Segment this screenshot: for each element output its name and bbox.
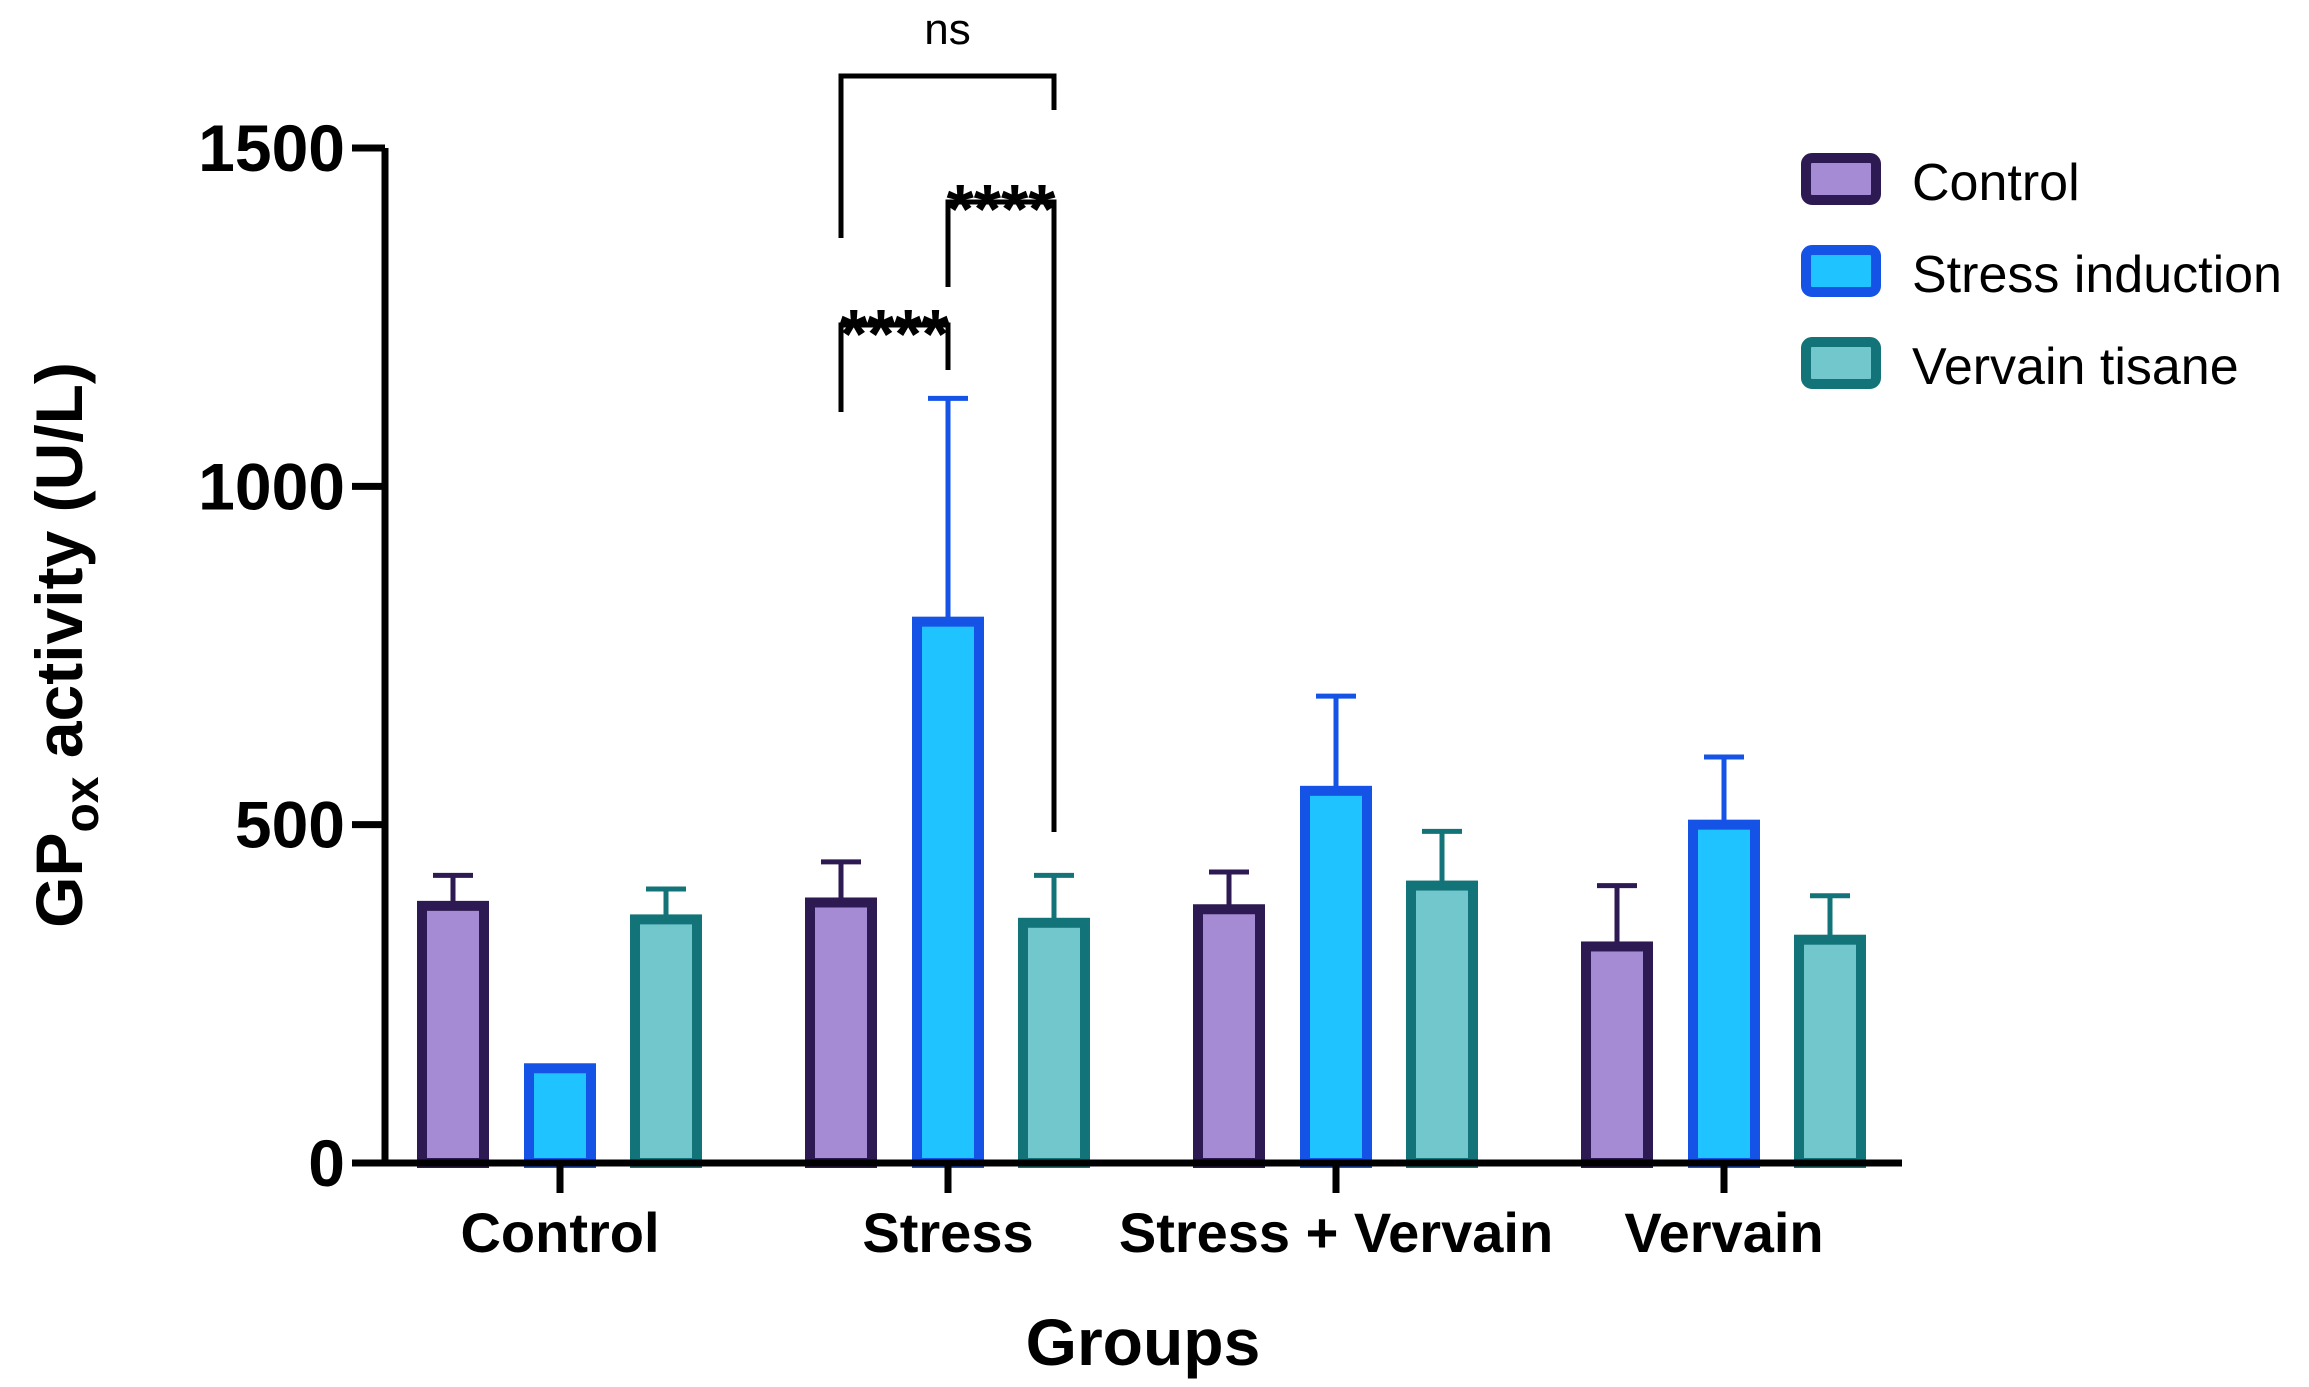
significance-layer: **** **** ns: [838, 5, 1057, 832]
legend-label-stress-induction: Stress induction: [1912, 246, 2282, 304]
bars-layer: [417, 616, 1866, 1169]
significance-label-1: ****: [840, 295, 950, 373]
y-tick-label-0: 0: [308, 1126, 345, 1200]
significance-label-3: ns: [924, 5, 970, 54]
x-axis-title: Groups: [1026, 1305, 1261, 1379]
y-ticks: 0 500 1000 1500: [198, 111, 385, 1200]
bar-control-stress-vervain: [1193, 904, 1265, 1168]
bar-control-stress: [805, 897, 877, 1168]
error-bars-layer: [433, 395, 1850, 947]
bar-vervain-tisane-vervain: [1794, 934, 1866, 1169]
bar-vervain-tisane-stress: [1018, 917, 1090, 1168]
y-tick-label-1000: 1000: [198, 449, 345, 523]
legend-label-vervain-tisane: Vervain tisane: [1912, 338, 2239, 396]
significance-bracket-1: [838, 322, 951, 412]
x-ticks: Control Stress Stress + Vervain Vervain: [460, 1163, 1824, 1264]
bar-control-vervain: [1581, 941, 1653, 1169]
x-tick-label-stress-vervain: Stress + Vervain: [1119, 1201, 1553, 1264]
legend-swatch-vervain-tisane: [1801, 337, 1881, 389]
y-tick-label-500: 500: [235, 788, 345, 862]
significance-label-2: ****: [947, 170, 1057, 248]
bar-vervain-tisane-stress-vervain: [1406, 880, 1478, 1168]
bar-vervain-tisane-control: [630, 914, 702, 1169]
legend-label-control: Control: [1912, 154, 2080, 212]
legend: Control Stress induction Vervain tisane: [1801, 153, 2282, 396]
y-axis-title: GPox activity (U/L): [22, 362, 109, 928]
bar-stress-induction-stress: [912, 616, 984, 1168]
significance-bracket-3: [838, 73, 1057, 238]
bar-stress-induction-stress-vervain: [1300, 785, 1372, 1168]
significance-bracket-2: [945, 199, 1057, 832]
x-tick-label-control: Control: [460, 1201, 659, 1264]
y-axis-title-rest: activity (U/L): [22, 362, 96, 776]
bar-stress-induction-control: [524, 1063, 596, 1169]
x-tick-label-stress: Stress: [862, 1201, 1033, 1264]
y-axis-title-subscript: ox: [56, 776, 109, 832]
y-tick-label-1500: 1500: [198, 111, 345, 185]
bar-stress-induction-vervain: [1688, 819, 1760, 1169]
x-tick-label-vervain: Vervain: [1624, 1201, 1823, 1264]
legend-swatch-stress-induction: [1801, 245, 1881, 297]
y-axis-title-main: GP: [22, 833, 96, 928]
bar-control-control: [417, 900, 489, 1168]
legend-swatch-control: [1801, 153, 1881, 205]
